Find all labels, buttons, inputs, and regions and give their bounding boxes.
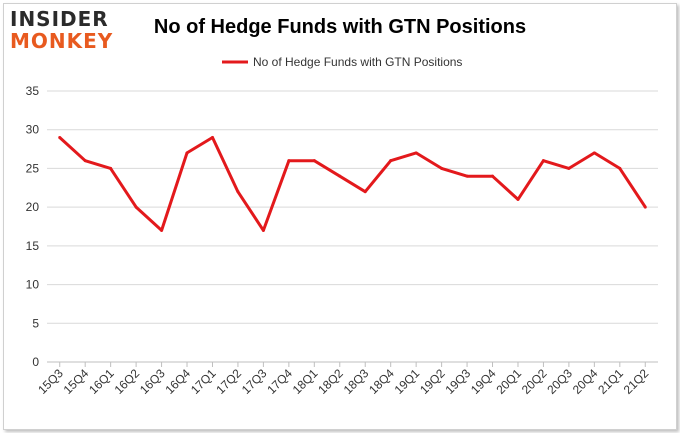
legend-label: No of Hedge Funds with GTN Positions [253,55,462,69]
x-tick-label: 16Q3 [137,366,168,397]
x-tick-label: 18Q2 [315,366,346,397]
x-tick-label: 18Q4 [366,366,397,397]
data-point [465,174,469,178]
chart-frame [3,3,677,430]
data-point [134,205,138,209]
x-tick-label: 19Q3 [443,366,474,397]
x-tick-label: 17Q1 [188,366,219,397]
data-point [236,190,240,194]
x-tick-label: 18Q3 [341,366,372,397]
data-point [312,159,316,163]
y-tick-label: 25 [26,161,40,175]
y-tick-label: 30 [26,123,40,137]
data-point [516,197,520,201]
data-point [491,174,495,178]
data-point [58,135,62,139]
x-tick-label: 18Q1 [290,366,321,397]
chart-title: No of Hedge Funds with GTN Positions [153,16,527,38]
x-tick-label: 15Q4 [61,366,92,397]
x-tick-label: 20Q4 [570,366,601,397]
data-point [541,159,545,163]
insider-monkey-logo: INSIDER MONKEY [10,8,130,54]
y-tick-label: 15 [26,239,40,253]
data-point [261,228,265,232]
data-point [618,166,622,170]
data-point [440,166,444,170]
y-tick-label: 20 [26,200,40,214]
x-tick-label: 21Q2 [621,366,652,397]
y-tick-label: 5 [32,316,39,330]
data-point [109,166,113,170]
y-tick-label: 35 [26,84,40,98]
data-point [338,174,342,178]
x-tick-label: 17Q4 [264,366,295,397]
x-tick-label: 15Q3 [35,366,66,397]
x-tick-label: 16Q2 [112,366,143,397]
data-point [210,135,214,139]
x-tick-label: 16Q1 [86,366,117,397]
data-point [160,228,164,232]
x-tick-label: 19Q1 [392,366,423,397]
data-point [643,205,647,209]
logo-line-1: INSIDER [10,7,109,31]
data-point [363,190,367,194]
data-point [185,151,189,155]
data-point [414,151,418,155]
logo-line-2: MONKEY [10,29,114,53]
data-point [287,159,291,163]
data-point [567,166,571,170]
x-tick-label: 21Q1 [595,366,626,397]
x-tick-label: 17Q2 [213,366,244,397]
x-tick-label: 20Q3 [544,366,575,397]
series-line [58,136,647,232]
x-tick-label: 20Q2 [519,366,550,397]
x-tick-label: 17Q3 [239,366,270,397]
data-point [592,151,596,155]
x-tick-label: 19Q2 [417,366,448,397]
x-tick-label: 19Q4 [468,366,499,397]
x-tick-label: 20Q1 [493,366,524,397]
y-tick-label: 0 [32,355,39,369]
data-point [389,159,393,163]
data-point [83,159,87,163]
y-tick-label: 10 [26,278,40,292]
x-tick-label: 16Q4 [162,366,193,397]
